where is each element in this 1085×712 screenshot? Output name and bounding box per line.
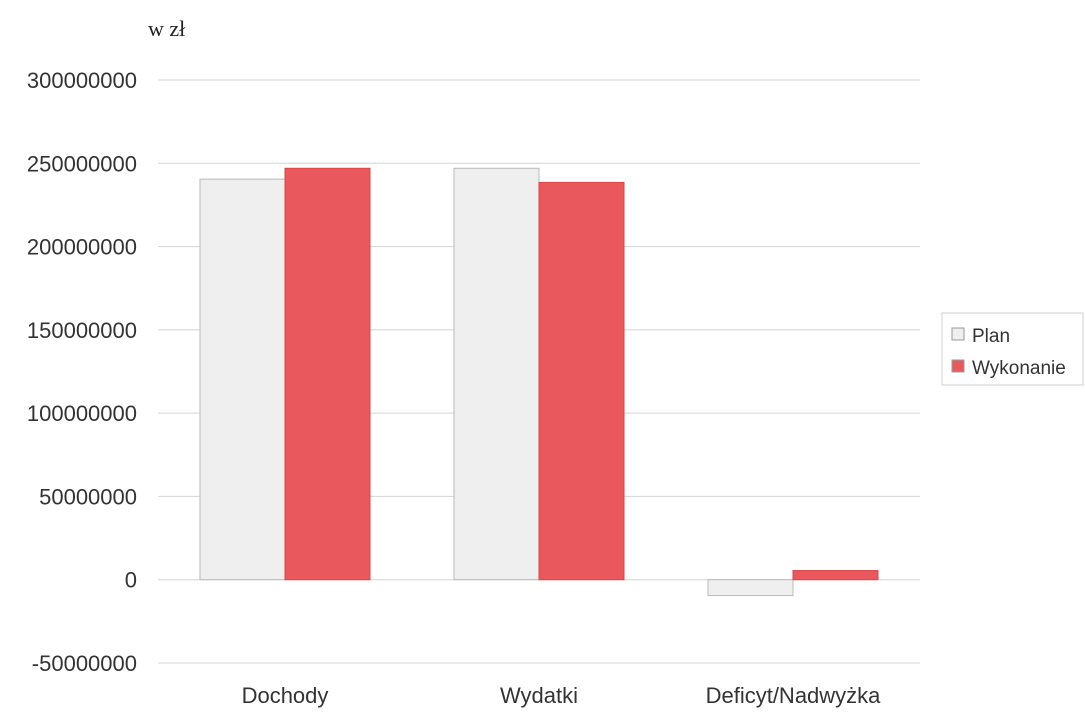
y-tick-label: 250000000	[27, 151, 137, 176]
x-category-label: Deficyt/Nadwyżka	[706, 683, 882, 708]
legend-label-plan: Plan	[972, 326, 1010, 347]
y-tick-label: 100000000	[27, 401, 137, 426]
y-tick-label: 0	[125, 568, 137, 593]
y-tick-label: 300000000	[27, 68, 137, 93]
y-tick-label: 150000000	[27, 318, 137, 343]
bar-plan-2	[707, 579, 794, 597]
category-labels: Dochody Wydatki Deficyt/Nadwyżka	[242, 683, 882, 708]
bar-plan-0	[199, 178, 286, 581]
bar-plan-1	[453, 167, 540, 581]
legend-label-wykonanie: Wykonanie	[972, 358, 1066, 379]
bar-wykonanie-0	[284, 167, 371, 581]
bars	[199, 167, 879, 597]
y-tick-label: 50000000	[39, 484, 137, 509]
x-category-label: Dochody	[242, 683, 329, 708]
legend: Plan Wykonanie	[941, 312, 1084, 386]
y-axis-unit-label: w zł	[148, 16, 185, 41]
bar-wykonanie-2	[792, 570, 879, 581]
x-category-label: Wydatki	[500, 683, 578, 708]
legend-swatch-plan	[951, 327, 965, 341]
y-tick-label: -50000000	[32, 651, 137, 676]
y-tick-label: 200000000	[27, 235, 137, 260]
bar-wykonanie-1	[538, 181, 625, 581]
y-tick-labels: 300000000 250000000 200000000 150000000 1000…	[27, 68, 137, 676]
legend-frame	[941, 312, 1084, 386]
legend-swatch-wykonanie	[951, 359, 965, 373]
